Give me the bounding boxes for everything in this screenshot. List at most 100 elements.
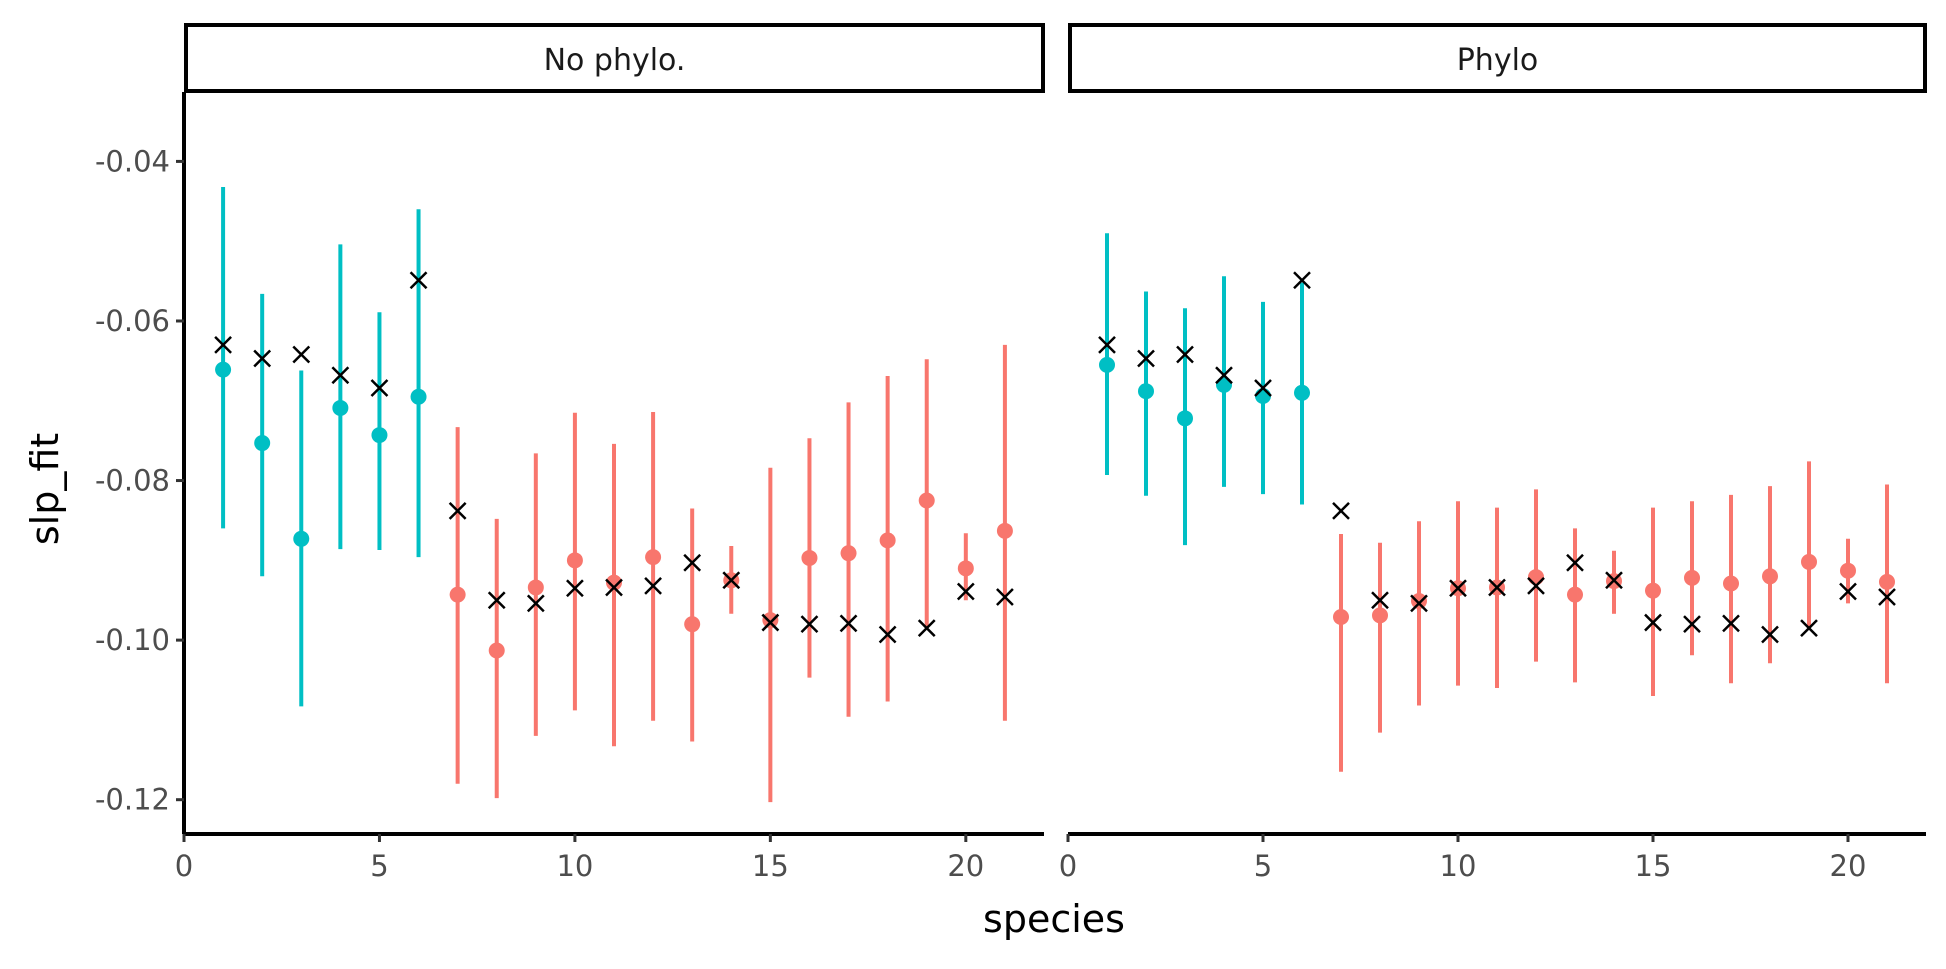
estimate-point [215, 361, 232, 378]
estimate-point [1879, 573, 1895, 590]
true-value-cross [878, 625, 897, 644]
x-tick-label: 0 [175, 849, 193, 883]
y-tick-label: -0.04 [95, 144, 170, 178]
panel-strip-phylo [1068, 23, 1927, 93]
true-value-cross [1254, 379, 1272, 397]
true-value-cross [1839, 582, 1857, 601]
true-value-cross [1371, 591, 1389, 610]
x-tick-label: 20 [1830, 849, 1867, 883]
estimate-point [1255, 387, 1271, 404]
true-value-cross [1410, 594, 1428, 613]
estimate-point [1723, 575, 1739, 592]
true-value-cross [800, 615, 819, 634]
panel-plot-1: 0 5 10 15 20 [1059, 233, 1926, 883]
true-value-cross [1878, 588, 1896, 606]
x-tick-label: 15 [1635, 849, 1672, 883]
true-value-cross [1683, 615, 1701, 634]
estimate-point [1840, 562, 1856, 579]
panel-phylo: Phylo [1068, 23, 1927, 93]
estimate-point [957, 560, 974, 577]
estimate-point [1645, 582, 1661, 599]
x-tick-label: 0 [1059, 849, 1077, 883]
panel-strip-no-phylo [184, 23, 1045, 93]
estimate-point [488, 642, 505, 659]
true-value-cross [1176, 345, 1194, 364]
true-value-cross [761, 613, 780, 632]
panel-strip-label-no-phylo: No phylo. [544, 43, 686, 78]
estimate-point [332, 399, 349, 416]
true-value-cross [487, 591, 506, 610]
x-tick-label: 5 [370, 849, 388, 883]
true-value-cross [1293, 271, 1311, 290]
true-value-cross [683, 553, 702, 572]
x-tick-label: 5 [1254, 849, 1272, 883]
true-value-cross [839, 614, 858, 633]
estimate-point [801, 549, 818, 566]
estimate-point [606, 574, 622, 591]
true-value-cross [917, 619, 936, 638]
true-value-cross [292, 345, 311, 364]
estimate-point [371, 427, 388, 444]
estimate-point [1294, 384, 1310, 401]
true-value-cross [566, 579, 584, 598]
true-value-cross [448, 501, 467, 520]
true-value-cross [1644, 613, 1662, 632]
estimate-point [410, 388, 427, 405]
estimate-point [762, 612, 779, 629]
panel-strip-label-phylo: Phylo [1457, 43, 1539, 78]
true-value-cross [1527, 576, 1545, 595]
true-value-cross [1761, 625, 1779, 644]
true-value-cross [214, 336, 232, 354]
estimate-point [1333, 608, 1349, 625]
true-value-cross [331, 366, 350, 385]
estimate-point [254, 435, 271, 452]
true-value-cross [1098, 336, 1116, 354]
estimate-point [293, 530, 310, 547]
estimate-point [566, 552, 583, 569]
estimate-point [1372, 607, 1388, 624]
true-value-cross [1137, 349, 1155, 368]
estimate-point [1567, 586, 1583, 603]
true-value-cross [722, 571, 741, 590]
estimate-point [1177, 410, 1193, 427]
estimate-point [918, 492, 935, 509]
true-value-cross [1332, 501, 1350, 520]
estimate-point [879, 532, 896, 549]
estimate-point [840, 545, 857, 562]
x-tick-label: 10 [1440, 849, 1477, 883]
x-tick-label: 15 [752, 849, 789, 883]
estimate-point [1684, 569, 1700, 586]
panel-plot-0: 0 5 10 15 20 [175, 186, 1044, 883]
estimate-point [1801, 553, 1817, 570]
true-value-cross [1488, 578, 1506, 597]
estimate-point [1411, 593, 1427, 610]
estimate-point [996, 522, 1013, 539]
estimate-point [449, 586, 466, 603]
x-tick-label: 10 [556, 849, 593, 883]
true-value-cross [526, 594, 545, 613]
true-value-cross [1566, 553, 1584, 572]
true-value-cross [605, 578, 623, 597]
y-tick-label: -0.08 [95, 464, 170, 498]
estimate-point [1528, 569, 1544, 586]
true-value-cross [644, 576, 662, 595]
panel-no-phylo: No phylo. [184, 23, 1045, 93]
x-tick-label: 20 [947, 849, 984, 883]
true-value-cross [1605, 571, 1623, 590]
estimate-point [527, 579, 544, 596]
y-tick-label: -0.06 [95, 304, 170, 338]
y-tick-label: -0.12 [95, 783, 170, 817]
y-axis: -0.04 -0.06 -0.08 -0.10 -0.12 [95, 92, 186, 834]
true-value-cross [1449, 579, 1467, 598]
true-value-cross [1800, 619, 1818, 638]
y-tick-label: -0.10 [95, 623, 170, 657]
true-value-cross [1215, 366, 1233, 385]
estimate-point [1138, 383, 1154, 400]
true-value-cross [370, 379, 389, 397]
true-value-cross [409, 271, 428, 290]
estimate-point [684, 616, 701, 633]
estimate-point [1099, 356, 1115, 373]
true-value-cross [956, 582, 975, 601]
